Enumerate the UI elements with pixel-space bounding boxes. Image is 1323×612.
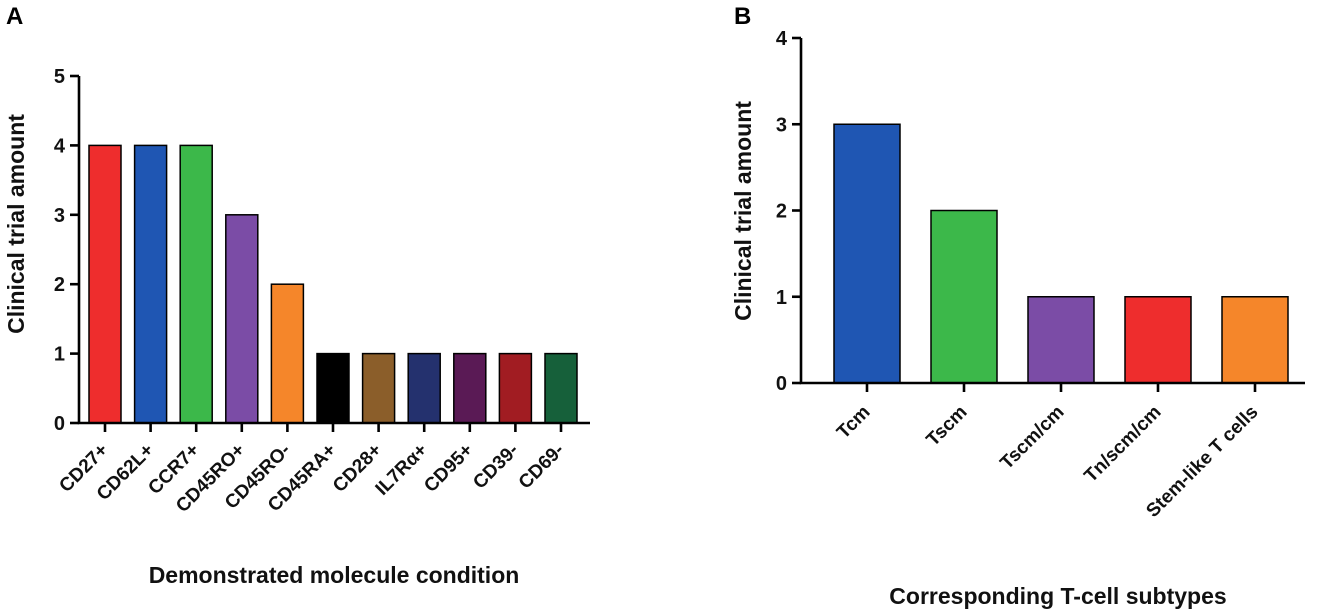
panel-a-category-label: CD95+ [420,440,477,497]
panel-a-bar-4 [270,283,305,424]
panel-a-axes [77,76,590,425]
panel-b-y-tick-label: 3 [776,114,787,136]
panel-b-y-tick-label: 0 [776,373,787,395]
panel-b-chart: B Clinical trial amount Corresponding T-… [730,3,1305,609]
panel-b-category-label: Tscm [923,402,972,451]
panel-a-bar-10 [544,352,578,424]
panel-a-bar-8 [453,352,487,424]
panel-b-y-axis-title: Clinical trial amount [730,101,756,321]
panel-b-axes [799,38,1305,385]
panel-b-bars [833,123,1289,384]
panel-b-bar-4 [1221,296,1289,384]
panel-a-y-tick-label: 5 [54,66,65,88]
panel-b-category-label: Tscm/cm [996,402,1068,474]
panel-a-chart: A Clinical trial amount Demonstrated mol… [3,3,590,588]
panel-b-y-tick-label: 4 [776,28,788,50]
panel-b-letter: B [734,3,751,30]
panel-a-y-tick-label: 2 [54,274,65,296]
panel-b-y-ticks: 0 1 2 3 4 [776,28,801,395]
panel-a-y-tick-label: 0 [54,413,65,435]
panel-a-y-tick-label: 1 [54,344,65,366]
panel-a-bar-6 [361,352,396,424]
panel-a-bar-2 [179,144,213,424]
panel-a-y-tick-label: 4 [54,135,66,157]
panel-a-bar-9 [498,352,533,424]
panel-b-bar-1 [930,209,998,384]
panel-a-y-axis-title: Clinical trial amount [3,114,29,334]
panel-a-y-tick-label: 3 [54,205,65,227]
panel-a-category-label: CD39- [469,440,523,494]
panel-a-bar-5 [316,352,350,424]
panel-b-category-label: Tn/scm/cm [1080,402,1165,487]
panel-b-bar-3 [1124,296,1192,384]
panel-a-x-ticks: CD27+CD62L+CCR7+CD45RO+CD45RO-CD45RA+CD2… [55,423,569,517]
panel-a-bar-7 [407,352,441,424]
panel-a-letter: A [6,3,23,30]
panel-b-y-tick-label: 1 [776,287,787,309]
panel-a-x-axis-title: Demonstrated molecule condition [149,562,520,588]
panel-b-bar-2 [1027,296,1095,384]
panel-b-bar-0 [833,123,901,384]
panel-a-bar-3 [225,214,259,424]
panel-a-y-ticks: 0 1 2 3 4 5 [54,66,79,435]
panel-b-x-axis-title: Corresponding T-cell subtypes [889,583,1226,609]
panel-a-category-label: IL7Rα+ [372,440,432,500]
panel-b-category-label: Tcm [833,402,874,443]
panel-a-category-label: CD69- [515,440,569,494]
panel-b-y-tick-label: 2 [776,201,787,223]
panel-a-bar-0 [88,144,122,424]
panel-a-bars [88,144,578,424]
panel-a-bar-1 [133,144,168,424]
